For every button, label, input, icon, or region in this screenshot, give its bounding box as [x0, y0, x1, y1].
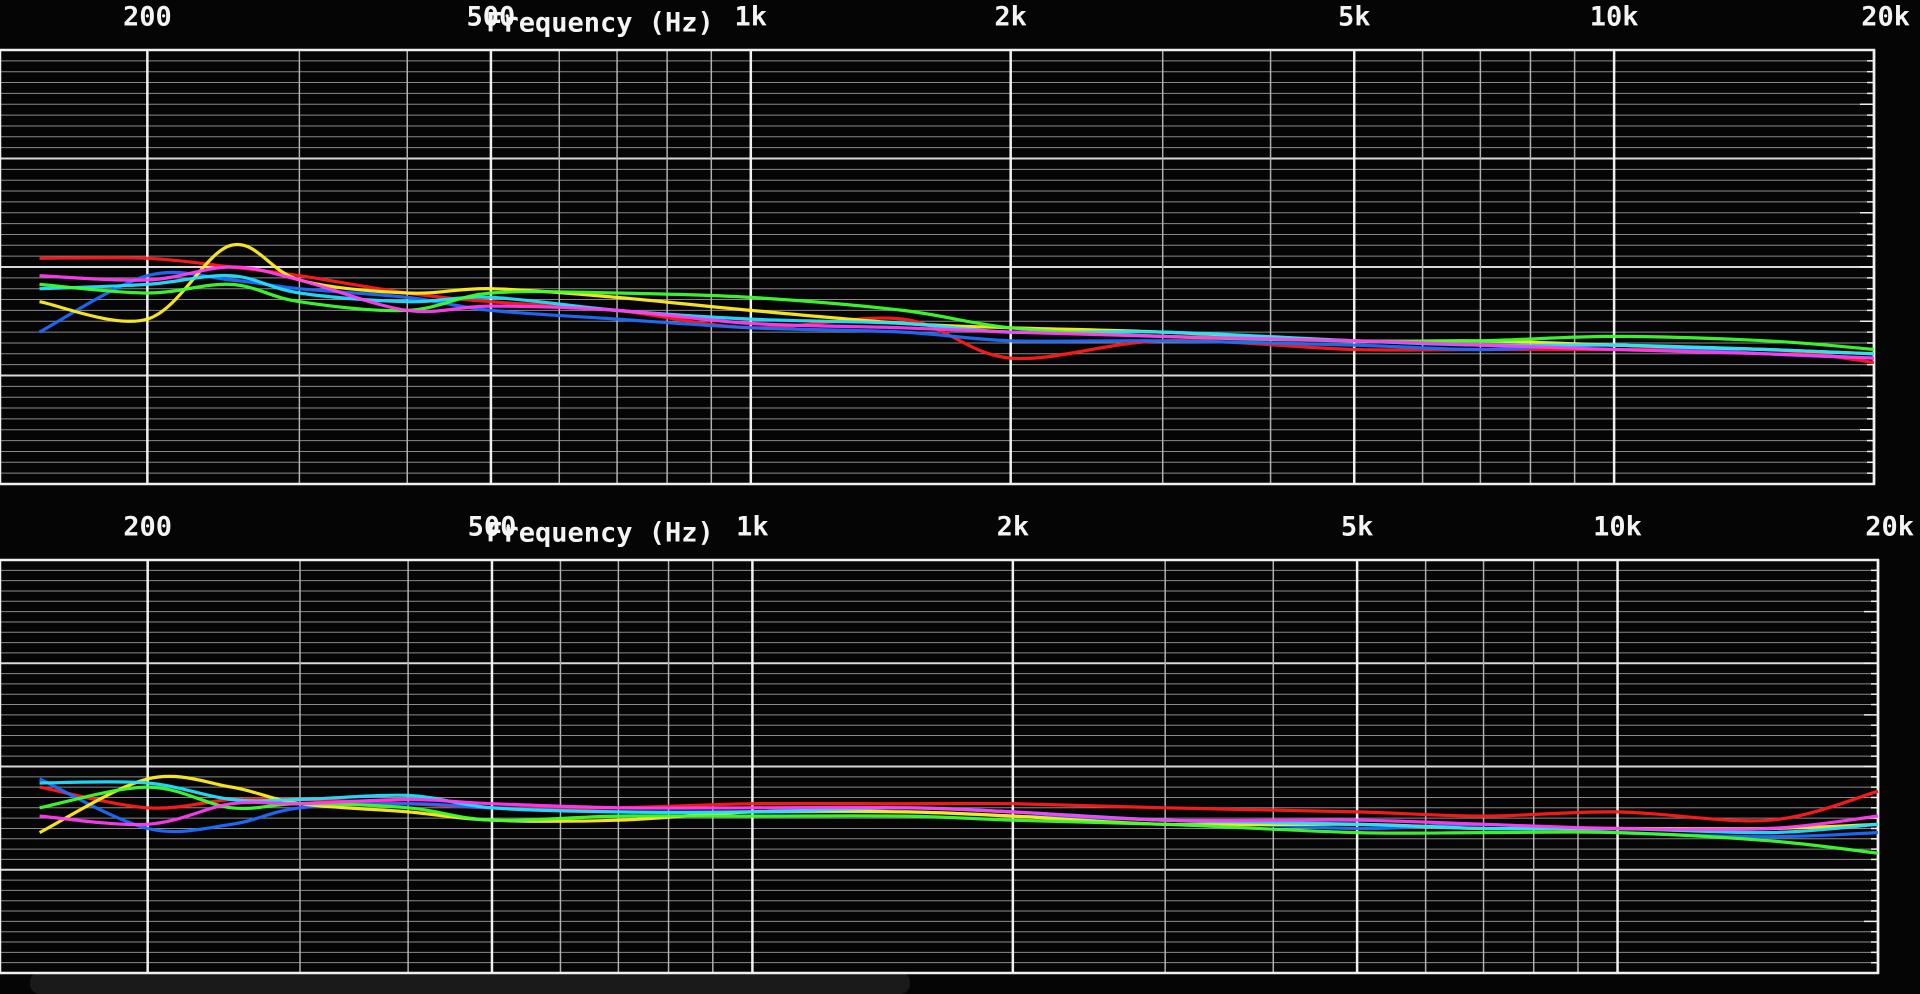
x-tick-label: 2k — [994, 2, 1027, 33]
chart-panel: 200 500 1k 2k 5k 10k 20k Frequency (Hz) — [0, 2, 1910, 486]
x-tick-label: 20k — [1865, 512, 1914, 543]
plot-frame — [0, 48, 1876, 486]
x-tick-label: 500 — [468, 512, 517, 543]
response-line — [39, 797, 1879, 832]
response-line — [39, 265, 1875, 360]
overlay-bar — [30, 972, 910, 994]
chart-panel: 200 500 1k 2k 5k 10k 20k Frequency (Hz) — [0, 512, 1914, 975]
x-tick-label: 5k — [1341, 512, 1374, 543]
x-axis-label: Frequency (Hz) — [486, 8, 714, 39]
response-line — [39, 273, 1875, 356]
x-tick-label: 200 — [123, 2, 172, 33]
x-tick-label: 1k — [736, 512, 769, 543]
x-tick-label: 200 — [123, 512, 172, 543]
x-tick-label: 2k — [997, 512, 1030, 543]
response-line — [39, 282, 1875, 352]
x-tick-label: 20k — [1861, 2, 1910, 33]
x-tick-label: 5k — [1338, 2, 1371, 33]
x-axis-label: Frequency (Hz) — [486, 518, 714, 549]
plot-frame — [0, 558, 1880, 975]
x-tick-label: 10k — [1593, 512, 1642, 543]
response-line — [39, 256, 1875, 365]
x-tick-label: 500 — [467, 2, 516, 33]
x-tick-label: 10k — [1590, 2, 1639, 33]
x-tick-label: 1k — [735, 2, 768, 33]
